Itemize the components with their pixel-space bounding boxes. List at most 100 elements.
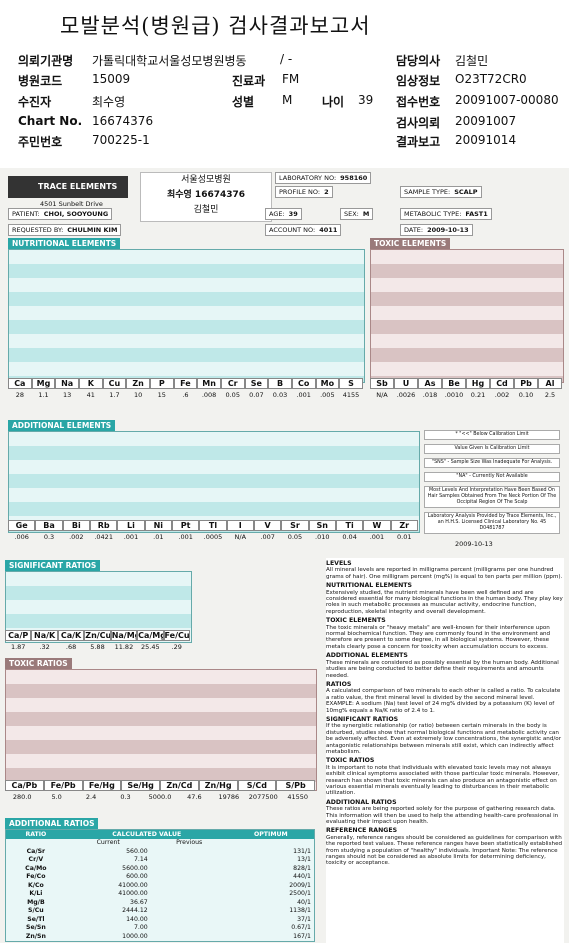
- explanation-title: LEVELS: [326, 560, 352, 567]
- item-label: S/Cd: [237, 780, 277, 791]
- blank-cell: [228, 839, 315, 848]
- result: 2.4: [85, 793, 97, 801]
- value-row: N/A .0026 .018 .0010 0.21 .002 0.10 2.5: [370, 391, 562, 399]
- optimum: 0.67/1: [291, 924, 311, 932]
- item-label: Ge: [8, 520, 36, 531]
- result: 0.04: [342, 533, 357, 541]
- value: 가톨릭대학교서울성모병원병동: [92, 54, 247, 68]
- item-label: Se: [244, 378, 269, 389]
- field-value: 4011: [319, 226, 338, 234]
- item-label: Cr: [220, 378, 245, 389]
- chart-panel: [8, 249, 365, 383]
- sub-cell: Current: [96, 839, 120, 847]
- explanation-title: TOXIC RATIOS: [326, 757, 375, 765]
- value: 최수영: [92, 95, 126, 109]
- label: 수진자: [18, 95, 52, 109]
- optimum: 167/1: [293, 932, 311, 940]
- item-label: W: [363, 520, 391, 531]
- explanation-title: NUTRITIONAL ELEMENTS: [326, 582, 412, 590]
- item-label: Zn/Cu: [84, 630, 111, 641]
- current-value: 560.00: [126, 847, 148, 855]
- explanation-title: ADDITIONAL ELEMENTS: [326, 652, 408, 660]
- value: 15009: [92, 72, 131, 86]
- notes: * "<<" Below Calibration Limit Value Give…: [424, 430, 560, 560]
- optimum: 2500/1: [289, 890, 311, 898]
- optimum: 1138/1: [289, 907, 311, 915]
- item-label: Fe/Pb: [43, 780, 83, 791]
- result: .018: [422, 391, 438, 399]
- data-row: Zn/Sn 1000.00 167/1: [6, 932, 315, 941]
- label: Chart No.: [18, 114, 83, 128]
- label: 성별: [232, 95, 255, 109]
- item-label: S: [339, 378, 363, 389]
- item-label: V: [253, 520, 282, 531]
- ratio-name: S/Cu: [28, 907, 44, 915]
- stamp-line: 최수영 16674376: [166, 190, 246, 200]
- label-row: Ca/Pb Fe/Pb Fe/Hg Se/Hg Zn/Cd Zn/Hg S/Cd S/Pb: [5, 780, 315, 791]
- explanation-title: TOXIC ELEMENTS: [326, 617, 386, 625]
- result: 0.21: [470, 391, 486, 399]
- label: 임상정보: [396, 74, 441, 88]
- section-title: TOXIC RATIOS: [5, 658, 72, 669]
- ratio-name: Fe/Co: [26, 873, 46, 881]
- value: 16674376: [92, 114, 154, 128]
- item-label: Na: [55, 378, 79, 389]
- item-label: Mn: [197, 378, 221, 389]
- data-row: Ca/Mo 5600.00 828/1: [6, 864, 315, 873]
- title: 모발분석(병원급) 검사결과보고서: [60, 14, 371, 38]
- chart-panel: [370, 249, 564, 383]
- result: .0026: [396, 391, 416, 399]
- data-row: Fe/Co 600.00 440/1: [6, 873, 315, 882]
- result: 280.0: [12, 793, 32, 801]
- result: .005: [320, 391, 335, 399]
- result: 1.7: [109, 391, 120, 399]
- result: 5000.0: [148, 793, 172, 801]
- field-label: SAMPLE TYPE:: [404, 188, 451, 196]
- value: 김철민: [455, 54, 489, 68]
- item-label: Tl: [199, 520, 227, 531]
- optimum: 2009/1: [289, 881, 311, 889]
- explanation-text: The toxic minerals or "heavy metals" are…: [326, 624, 551, 650]
- ratio-name: Mg/B: [27, 898, 45, 906]
- field: LABORATORY NO: 958160: [275, 172, 372, 184]
- ratio-name: K/Li: [29, 890, 43, 898]
- item-label: Na/K: [31, 630, 58, 641]
- result: 41550: [287, 793, 309, 801]
- field-value: 2: [324, 188, 329, 196]
- result: .0421: [94, 533, 113, 541]
- item-label: Ti: [335, 520, 364, 531]
- item-label: Fe/Hg: [82, 780, 122, 791]
- result: .010: [315, 533, 330, 541]
- result: 15: [157, 391, 166, 399]
- value: 20091014: [455, 133, 517, 147]
- result: 0.10: [518, 391, 534, 399]
- previous-value: [151, 907, 228, 916]
- explanation-text: Generally, reference ranges should be co…: [326, 834, 563, 867]
- report-scan: TRACE ELEMENTS 4501 Sunbelt Drive 서울성모병원…: [0, 168, 569, 943]
- item-label: Hg: [466, 378, 490, 389]
- result: 19786: [218, 793, 240, 801]
- item-label: Ca/Mg: [137, 630, 164, 641]
- data-row: K/Co 41000.00 2009/1: [6, 881, 315, 890]
- field-value: FAST1: [465, 210, 488, 218]
- field-label: LABORATORY NO:: [279, 174, 337, 182]
- note: "SNS" - Sample Size Was Inadequate For A…: [424, 458, 560, 468]
- chart-panel: [8, 431, 420, 533]
- note: Most Levels And Interpretation Have Been…: [424, 486, 560, 508]
- item-label: Pt: [171, 520, 200, 531]
- previous-value: [151, 856, 228, 865]
- field-label: REQUESTED BY:: [12, 226, 64, 234]
- current-value: 7.00: [133, 924, 148, 932]
- result: .008: [201, 391, 217, 399]
- ratio-name: Cr/V: [28, 856, 44, 864]
- result: 0.3: [120, 793, 131, 801]
- ratio-name: K/Co: [27, 881, 44, 889]
- item-label: Sn: [308, 520, 336, 531]
- result: 0.07: [249, 391, 264, 399]
- header-cell: OPTIMUM: [254, 830, 288, 838]
- lab-address: 4501 Sunbelt Drive: [40, 200, 103, 208]
- item-label: U: [394, 378, 418, 389]
- item-label: Ca/P: [5, 630, 32, 641]
- blank-cell: [6, 839, 66, 848]
